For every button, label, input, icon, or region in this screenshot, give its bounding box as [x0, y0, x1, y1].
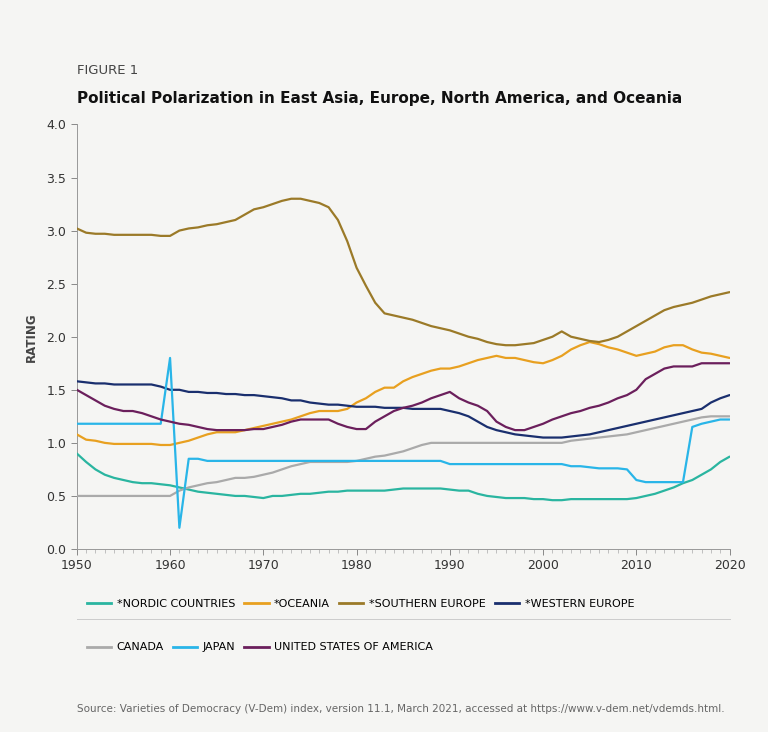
Y-axis label: RATING: RATING — [25, 312, 38, 362]
Text: Source: Varieties of Democracy (V-Dem) index, version 11.1, March 2021, accessed: Source: Varieties of Democracy (V-Dem) i… — [77, 703, 724, 714]
Legend: CANADA, JAPAN, UNITED STATES OF AMERICA: CANADA, JAPAN, UNITED STATES OF AMERICA — [82, 638, 438, 657]
Text: Political Polarization in East Asia, Europe, North America, and Oceania: Political Polarization in East Asia, Eur… — [77, 92, 682, 106]
Legend: *NORDIC COUNTRIES, *OCEANIA, *SOUTHERN EUROPE, *WESTERN EUROPE: *NORDIC COUNTRIES, *OCEANIA, *SOUTHERN E… — [82, 594, 638, 613]
Text: FIGURE 1: FIGURE 1 — [77, 64, 138, 77]
